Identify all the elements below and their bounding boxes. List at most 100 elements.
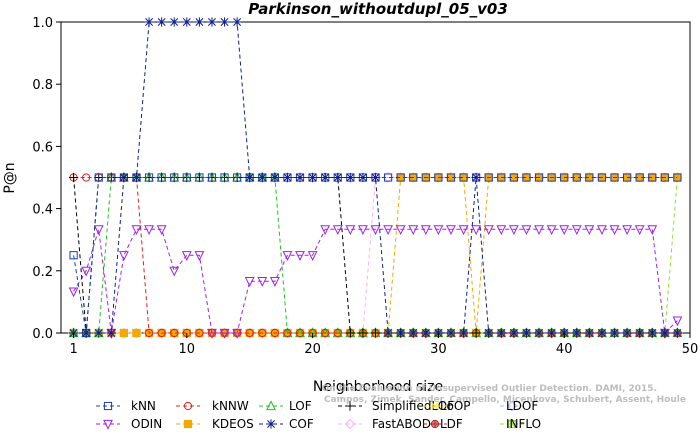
point-odin-part [345, 225, 356, 236]
point-odin-part [609, 225, 620, 236]
point-odin [446, 225, 456, 236]
point-cof-part [370, 172, 381, 183]
point-odin [395, 225, 406, 236]
point-cof [660, 328, 670, 338]
point-kdeos-part [673, 173, 682, 182]
point-odin-part [232, 328, 243, 339]
point-cof-part [207, 17, 217, 27]
point-knn-part [585, 173, 594, 182]
point-odin-part [433, 225, 444, 236]
point-simplifiedlof [68, 172, 79, 183]
point-knn [597, 173, 607, 182]
legend-label-odin: ODIN [131, 417, 162, 431]
point-knn-part [673, 173, 682, 182]
y-tick-label: 0.8 [32, 78, 53, 93]
point-knnw [270, 328, 279, 338]
legend-marker-fastabod-part [344, 418, 356, 430]
point-odin [118, 251, 129, 261]
point-odin-part [446, 225, 456, 236]
point-cof-part [446, 328, 456, 338]
legend-entry-loop: LoOP [423, 399, 471, 413]
point-simplifiedlof-part [370, 328, 381, 338]
point-odin-part [194, 251, 205, 261]
point-odin [383, 225, 393, 236]
point-cof [295, 172, 305, 183]
point-odin-part [471, 225, 482, 236]
point-knn-part [648, 173, 657, 182]
point-cof [144, 17, 154, 27]
point-odin [609, 225, 620, 236]
point-odin-part [358, 225, 368, 236]
point-knn-part [660, 173, 669, 182]
point-cof-part [182, 17, 192, 27]
point-kdeos [673, 173, 682, 182]
point-odin [521, 225, 532, 236]
legend-marker-lof [266, 400, 276, 411]
point-cof [106, 328, 116, 338]
point-knn-part [509, 173, 518, 182]
point-knn-part [107, 173, 116, 182]
point-cof [370, 172, 381, 183]
point-odin-part [534, 225, 544, 236]
point-odin [508, 225, 519, 236]
point-knn [623, 173, 632, 182]
point-odin-part [131, 225, 142, 236]
point-knnw [144, 328, 154, 338]
point-cof [609, 328, 620, 338]
point-odin-part [383, 225, 393, 236]
legend-entry-knnw: kNNW [176, 399, 249, 413]
legend-entry-ldof: LDOF [500, 399, 538, 413]
point-knn [434, 173, 443, 182]
point-cof [320, 172, 330, 183]
point-cof-part [597, 328, 607, 338]
point-cof [622, 328, 632, 338]
point-cof [219, 17, 230, 27]
point-cof [119, 172, 129, 183]
y-tick-label: 0.2 [32, 265, 53, 280]
point-odin-part [156, 225, 167, 236]
point-cof-part [245, 172, 255, 183]
legend-marker-cof-part [266, 419, 276, 429]
point-cof [484, 328, 494, 338]
point-odin-part [370, 225, 381, 236]
point-cof-part [421, 328, 431, 338]
point-odin-part [483, 225, 494, 236]
point-cof-part [496, 328, 506, 338]
point-cof-part [622, 328, 632, 338]
point-odin [282, 251, 293, 261]
point-odin [370, 225, 381, 236]
series-line-inflo [73, 177, 678, 334]
point-odin [534, 225, 544, 236]
point-fastabod [382, 172, 394, 183]
point-knn [660, 173, 669, 182]
legend-marker-kdeos-part [183, 419, 193, 429]
point-cof-part [358, 172, 368, 183]
point-cof [408, 328, 418, 338]
credit-authors: Campos, Zimek, Sander, Campello, Micenko… [324, 395, 686, 405]
point-knn [157, 173, 166, 182]
point-cof [257, 172, 267, 183]
point-cof [157, 17, 167, 27]
point-cof-part [81, 328, 91, 338]
point-knnw [283, 328, 292, 338]
point-cof-part [635, 328, 645, 338]
legend-marker-ldf-part [431, 420, 439, 428]
point-knn-part [396, 173, 405, 182]
point-knn-part [207, 173, 217, 182]
point-knn-part [182, 173, 191, 182]
legend-marker-inflo [507, 419, 517, 429]
point-cof [396, 328, 406, 338]
point-knn-part [623, 173, 632, 182]
point-odin [332, 225, 343, 236]
point-odin-part [81, 266, 92, 277]
point-odin [156, 225, 167, 236]
point-cof [534, 328, 544, 338]
point-odin [634, 225, 645, 236]
point-knnw-part [321, 328, 330, 338]
point-odin [68, 287, 79, 298]
point-knn [182, 173, 191, 182]
point-odin-part [634, 225, 645, 236]
point-odin-part [295, 251, 305, 261]
y-axis-label: P@n [2, 162, 18, 193]
